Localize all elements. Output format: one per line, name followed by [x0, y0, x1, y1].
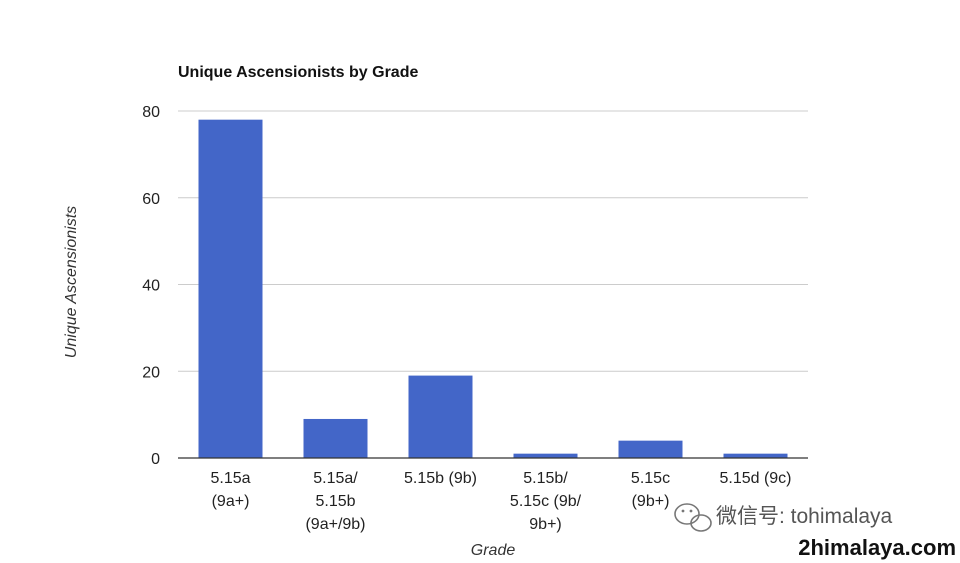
y-axis-ticks: 0 20 40 60 80	[142, 104, 160, 468]
y-tick-label: 0	[151, 451, 160, 468]
chart-title: Unique Ascensionists by Grade	[178, 64, 418, 81]
bars	[198, 119, 788, 459]
bar	[198, 119, 263, 459]
x-tick-label: 5.15b/5.15c (9b/9b+)	[510, 470, 582, 533]
bar	[618, 440, 683, 458]
x-tick-label: 5.15d (9c)	[719, 470, 791, 487]
x-axis-ticks: 5.15a (9a+) 5.15a/5.15b (9a+/9b) 5.15b (9b) 5…	[210, 470, 791, 533]
bar	[408, 375, 473, 458]
x-tick-label: 5.15a (9a+)	[210, 470, 250, 510]
y-tick-label: 60	[142, 191, 160, 208]
y-tick-label: 20	[142, 364, 160, 381]
watermark-site: 2himalaya.com	[798, 535, 956, 560]
watermark-wechat-id: 微信号: tohimalaya	[716, 505, 893, 528]
bar	[303, 418, 368, 458]
watermark: 微信号: tohimalaya 2himalaya.com	[674, 503, 956, 560]
x-axis-title: Grade	[471, 542, 516, 559]
bar	[513, 453, 578, 458]
bar	[723, 453, 788, 458]
y-tick-label: 80	[142, 104, 160, 121]
gridlines	[178, 110, 808, 372]
x-tick-label: 5.15b (9b)	[404, 470, 477, 487]
y-axis-title: Unique Ascensionists	[63, 206, 80, 358]
x-tick-label: 5.15c (9b+)	[631, 470, 670, 510]
wechat-icon	[674, 503, 712, 532]
x-tick-label: 5.15a/5.15b (9a+/9b)	[305, 470, 365, 533]
y-tick-label: 40	[142, 278, 160, 295]
